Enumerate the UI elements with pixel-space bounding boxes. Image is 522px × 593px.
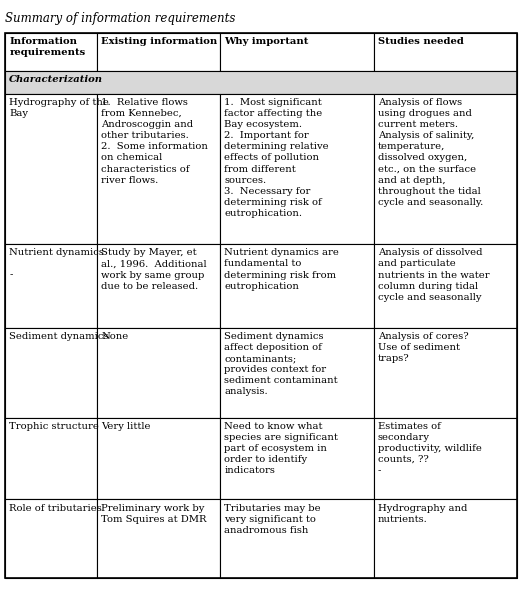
- Bar: [97, 499, 220, 578]
- Text: Information
requirements: Information requirements: [9, 37, 86, 57]
- Bar: [374, 33, 517, 71]
- Text: Role of tributaries: Role of tributaries: [9, 503, 102, 512]
- Bar: [5, 71, 517, 94]
- Text: Estimates of
secondary
productivity, wildlife
counts, ??
-: Estimates of secondary productivity, wil…: [378, 422, 482, 475]
- Text: Nutrient dynamics are
fundamental to
determining risk from
eutrophication: Nutrient dynamics are fundamental to det…: [224, 248, 339, 291]
- Text: Very little: Very little: [101, 422, 151, 431]
- Text: Summary of information requirements: Summary of information requirements: [5, 12, 235, 25]
- Bar: [374, 94, 517, 244]
- Bar: [374, 328, 517, 417]
- Text: Why important: Why important: [224, 37, 309, 46]
- Text: Need to know what
species are significant
part of ecosystem in
order to identify: Need to know what species are significan…: [224, 422, 338, 475]
- Bar: [97, 417, 220, 499]
- Text: Characterization: Characterization: [9, 75, 103, 84]
- Bar: [5, 328, 97, 417]
- Bar: [220, 244, 374, 328]
- Text: Sediment dynamics
affect deposition of
contaminants;
provides context for
sedime: Sediment dynamics affect deposition of c…: [224, 332, 338, 397]
- Text: Analysis of dissolved
and particulate
nutrients in the water
column during tidal: Analysis of dissolved and particulate nu…: [378, 248, 489, 302]
- Bar: [220, 33, 374, 71]
- Bar: [5, 417, 97, 499]
- Text: Tributaries may be
very significant to
anadromous fish: Tributaries may be very significant to a…: [224, 503, 321, 535]
- Bar: [5, 33, 97, 71]
- Bar: [5, 94, 97, 244]
- Text: Existing information: Existing information: [101, 37, 218, 46]
- Bar: [374, 417, 517, 499]
- Bar: [220, 499, 374, 578]
- Text: Preliminary work by
Tom Squires at DMR: Preliminary work by Tom Squires at DMR: [101, 503, 207, 524]
- Text: Sediment dynamics: Sediment dynamics: [9, 332, 109, 341]
- Text: Analysis of flows
using drogues and
current meters.
Analysis of salinity,
temper: Analysis of flows using drogues and curr…: [378, 98, 483, 207]
- Bar: [97, 328, 220, 417]
- Text: Studies needed: Studies needed: [378, 37, 464, 46]
- Text: None: None: [101, 332, 129, 341]
- Text: Hydrography and
nutrients.: Hydrography and nutrients.: [378, 503, 467, 524]
- Text: 1.  Most significant
factor affecting the
Bay ecosystem.
2.  Important for
deter: 1. Most significant factor affecting the…: [224, 98, 329, 218]
- Text: Nutrient dynamics

-: Nutrient dynamics -: [9, 248, 104, 279]
- Bar: [97, 244, 220, 328]
- Text: Hydrography of the
Bay: Hydrography of the Bay: [9, 98, 109, 118]
- Text: Trophic structure: Trophic structure: [9, 422, 99, 431]
- Text: Analysis of cores?
Use of sediment
traps?: Analysis of cores? Use of sediment traps…: [378, 332, 468, 363]
- Bar: [97, 94, 220, 244]
- Bar: [220, 417, 374, 499]
- Bar: [220, 94, 374, 244]
- Bar: [374, 499, 517, 578]
- Bar: [5, 499, 97, 578]
- Bar: [97, 33, 220, 71]
- Bar: [5, 244, 97, 328]
- Bar: [374, 244, 517, 328]
- Bar: [220, 328, 374, 417]
- Text: Study by Mayer, et
al., 1996.  Additional
work by same group
due to be released.: Study by Mayer, et al., 1996. Additional…: [101, 248, 207, 291]
- Text: 1.  Relative flows
from Kennebec,
Androscoggin and
other tributaries.
2.  Some i: 1. Relative flows from Kennebec, Androsc…: [101, 98, 208, 184]
